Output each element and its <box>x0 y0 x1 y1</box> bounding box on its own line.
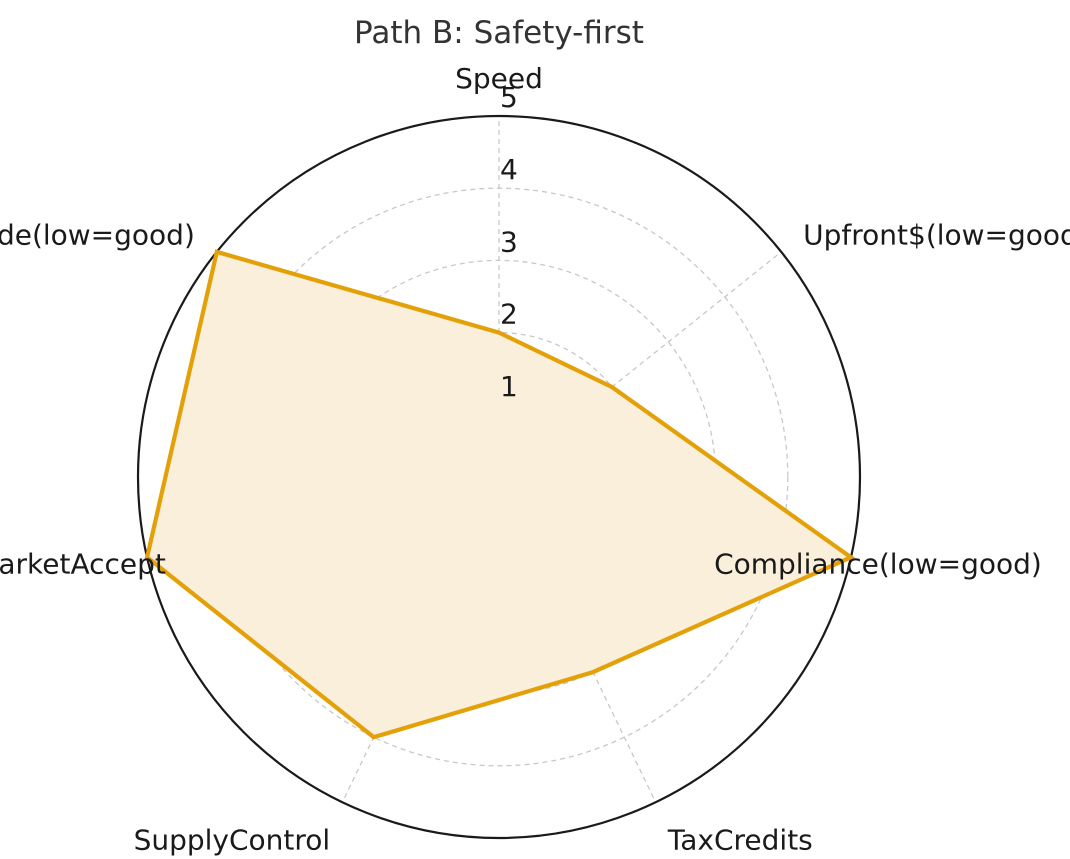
r-tick-label-5: 5 <box>500 81 518 114</box>
series-line-0 <box>144 249 856 740</box>
axis-label-0: Speed <box>455 62 543 95</box>
axis-label-6: Geo/Trade(low=good) <box>0 218 195 251</box>
axis-label-layer: Speed Upfront$(low=good) Compliance(low=go… <box>0 62 1070 856</box>
axis-label-1: Upfront$(low=good) <box>803 218 1070 251</box>
tick-layer: 1 2 3 4 5 <box>500 81 518 403</box>
r-tick-label-2: 2 <box>500 298 518 331</box>
spoke-1 <box>498 251 782 478</box>
axis-label-5: MarketAccept <box>0 548 166 581</box>
series-area-0 <box>147 251 851 738</box>
r-tick-label-4: 4 <box>500 153 518 186</box>
r-tick-label-1: 1 <box>500 370 518 403</box>
outer-ring <box>136 114 862 840</box>
axis-label-2: Compliance(low=good) <box>714 548 1042 581</box>
axis-label-3: TaxCredits <box>667 823 813 856</box>
chart-title: Path B: Safety-first <box>354 15 644 51</box>
axis-label-4: SupplyControl <box>134 823 331 856</box>
series-layer <box>144 249 856 740</box>
r-tick-label-3: 3 <box>500 225 518 258</box>
